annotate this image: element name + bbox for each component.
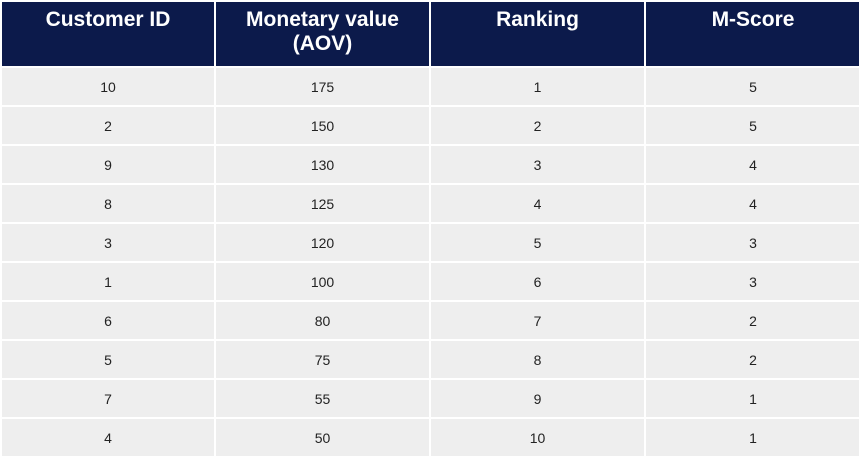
column-header-customer-id: Customer ID [2,2,214,66]
column-header-monetary-value: Monetary value (AOV) [216,2,429,66]
table-row: 7 55 9 1 [2,380,859,417]
cell-customer-id: 5 [2,341,214,378]
cell-m-score: 3 [646,263,859,300]
cell-monetary-value: 120 [216,224,429,261]
cell-m-score: 2 [646,302,859,339]
cell-ranking: 5 [431,224,644,261]
cell-ranking: 9 [431,380,644,417]
table-row: 4 50 10 1 [2,419,859,456]
table-row: 10 175 1 5 [2,68,859,105]
cell-customer-id: 10 [2,68,214,105]
cell-monetary-value: 100 [216,263,429,300]
cell-customer-id: 2 [2,107,214,144]
cell-m-score: 4 [646,146,859,183]
cell-ranking: 2 [431,107,644,144]
cell-m-score: 2 [646,341,859,378]
cell-monetary-value: 130 [216,146,429,183]
table-row: 5 75 8 2 [2,341,859,378]
cell-monetary-value: 55 [216,380,429,417]
cell-ranking: 4 [431,185,644,222]
column-header-ranking: Ranking [431,2,644,66]
cell-customer-id: 6 [2,302,214,339]
cell-monetary-value: 80 [216,302,429,339]
cell-customer-id: 7 [2,380,214,417]
cell-m-score: 1 [646,380,859,417]
header-row: Customer ID Monetary value (AOV) Ranking… [2,2,859,66]
cell-customer-id: 9 [2,146,214,183]
cell-customer-id: 1 [2,263,214,300]
cell-m-score: 4 [646,185,859,222]
cell-m-score: 1 [646,419,859,456]
table-row: 1 100 6 3 [2,263,859,300]
cell-customer-id: 8 [2,185,214,222]
table-header: Customer ID Monetary value (AOV) Ranking… [2,2,859,66]
cell-customer-id: 3 [2,224,214,261]
table-row: 2 150 2 5 [2,107,859,144]
cell-monetary-value: 175 [216,68,429,105]
cell-monetary-value: 125 [216,185,429,222]
cell-ranking: 6 [431,263,644,300]
table-row: 9 130 3 4 [2,146,859,183]
cell-ranking: 10 [431,419,644,456]
cell-m-score: 3 [646,224,859,261]
column-header-m-score: M-Score [646,2,859,66]
table-row: 6 80 7 2 [2,302,859,339]
cell-customer-id: 4 [2,419,214,456]
cell-ranking: 8 [431,341,644,378]
cell-m-score: 5 [646,107,859,144]
table-row: 8 125 4 4 [2,185,859,222]
cell-monetary-value: 50 [216,419,429,456]
table-body: 10 175 1 5 2 150 2 5 9 130 3 4 8 125 4 [2,68,859,456]
cell-monetary-value: 75 [216,341,429,378]
cell-m-score: 5 [646,68,859,105]
cell-ranking: 3 [431,146,644,183]
table-row: 3 120 5 3 [2,224,859,261]
cell-monetary-value: 150 [216,107,429,144]
cell-ranking: 7 [431,302,644,339]
cell-ranking: 1 [431,68,644,105]
